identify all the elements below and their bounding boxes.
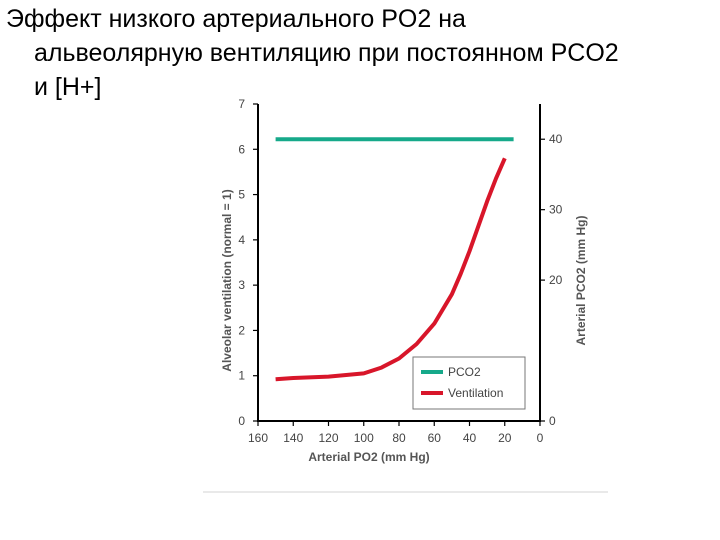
x-ticks: 160 140 120 100 80 60 40 20 0 xyxy=(248,421,544,445)
left-y-tick-label: 1 xyxy=(238,369,245,383)
slide-title-line-3: и [H+] xyxy=(34,73,102,101)
series-layer xyxy=(275,137,514,382)
x-tick-label: 160 xyxy=(248,431,268,445)
left-y-tick-label: 5 xyxy=(238,188,245,202)
x-tick-label: 100 xyxy=(354,431,374,445)
right-y-tick-label: 20 xyxy=(549,273,563,287)
x-axis-title: Arterial PO2 (mm Hg) xyxy=(308,450,429,464)
x-tick-label: 40 xyxy=(463,431,477,445)
x-tick-label: 140 xyxy=(283,431,303,445)
slide-title: Эффект низкого артериального PO2 на альв… xyxy=(6,2,712,104)
series-line-ventilation xyxy=(275,157,507,382)
left-y-tick-label: 0 xyxy=(238,414,245,428)
left-y-tick-label: 4 xyxy=(238,233,245,247)
x-tick-label: 120 xyxy=(318,431,338,445)
left-y-tick-label: 3 xyxy=(238,278,245,292)
left-y-axis-title: Alveolar ventilation (normal = 1) xyxy=(220,189,234,371)
right-y-tick-label: 40 xyxy=(549,132,563,146)
x-tick-label: 0 xyxy=(537,431,544,445)
left-y-tick-label: 7 xyxy=(238,97,245,111)
left-y-ticks: 0 1 2 3 4 5 6 7 xyxy=(238,97,258,428)
x-axis-title-text: Arterial PO2 (mm Hg) xyxy=(308,450,429,464)
legend-label-ventilation: Ventilation xyxy=(448,386,503,400)
left-y-tick-label: 6 xyxy=(238,142,245,156)
slide-title-line-2: альвеолярную вентиляцию при постоянном P… xyxy=(34,39,619,67)
right-y-axis-title: Arterial PCO2 (mm Hg) xyxy=(574,215,588,345)
x-tick-label: 60 xyxy=(428,431,442,445)
right-y-axis-title-text: Arterial PCO2 (mm Hg) xyxy=(574,215,588,345)
chart-legend: PCO2 Ventilation xyxy=(412,356,526,410)
x-tick-label: 20 xyxy=(498,431,512,445)
bottom-divider xyxy=(203,491,608,493)
x-tick-label: 80 xyxy=(392,431,406,445)
left-y-axis-title-text: Alveolar ventilation (normal = 1) xyxy=(220,189,234,371)
right-y-tick-label: 0 xyxy=(549,414,556,428)
legend-box xyxy=(412,356,526,410)
left-y-tick-label: 2 xyxy=(238,323,245,337)
right-y-tick-label: 30 xyxy=(549,203,563,217)
legend-label-pco2: PCO2 xyxy=(448,365,481,379)
right-y-ticks: 0 20 30 40 xyxy=(540,132,563,428)
slide-title-line-1: Эффект низкого артериального PO2 на xyxy=(6,5,466,33)
